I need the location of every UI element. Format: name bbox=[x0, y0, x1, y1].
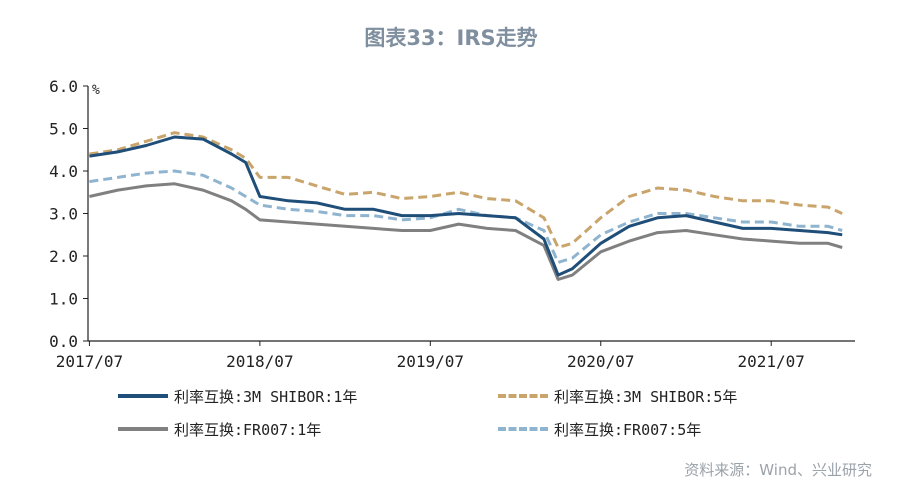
y-tick-label: 3.0 bbox=[49, 205, 78, 224]
legend-swatch-shibor-5y bbox=[498, 394, 548, 398]
series-line-1 bbox=[89, 131, 843, 249]
legend-swatch-fr007-1y bbox=[118, 427, 168, 431]
legend-label-fr007-5y: 利率互换:FR007:5年 bbox=[554, 420, 702, 439]
legend-item-fr007-1y: 利率互换:FR007:1年 bbox=[118, 419, 321, 439]
y-tick-label: 1.0 bbox=[49, 290, 78, 309]
legend-item-shibor-1y: 利率互换:3M SHIBOR:1年 bbox=[118, 386, 357, 406]
series-line-3 bbox=[89, 169, 843, 264]
legend-label-shibor-1y: 利率互换:3M SHIBOR:1年 bbox=[174, 387, 358, 406]
y-tick-label: 4.0 bbox=[49, 162, 78, 181]
series-line-2 bbox=[89, 182, 843, 281]
series-line-0 bbox=[89, 135, 843, 277]
legend-swatch-fr007-5y bbox=[498, 427, 548, 431]
legend-swatch-shibor-1y bbox=[118, 394, 168, 398]
legend-item-shibor-5y: 利率互换:3M SHIBOR:5年 bbox=[498, 386, 737, 406]
y-tick-label: 2.0 bbox=[49, 247, 78, 266]
y-tick-label: 6.0 bbox=[49, 77, 78, 96]
series-layer bbox=[89, 131, 843, 281]
y-unit-label: % bbox=[92, 83, 100, 98]
chart-title: 图表33：IRS走势 bbox=[364, 26, 538, 50]
x-tick-label: 2018/07 bbox=[226, 352, 293, 371]
chart-axes: 0.0 1.0 2.0 3.0 4.0 5.0 6.0 % 2017/07 2018/07 2019… bbox=[49, 77, 855, 371]
y-tick-label: 0.0 bbox=[49, 332, 78, 351]
x-tick-label: 2019/07 bbox=[397, 352, 464, 371]
source-note: 资料来源：Wind、兴业研究 bbox=[684, 461, 872, 479]
x-tick-label: 2017/07 bbox=[56, 352, 123, 371]
legend-label-shibor-5y: 利率互换:3M SHIBOR:5年 bbox=[554, 387, 738, 406]
x-tick-label: 2021/07 bbox=[737, 352, 804, 371]
legend-item-fr007-5y: 利率互换:FR007:5年 bbox=[498, 419, 701, 439]
y-tick-label: 5.0 bbox=[49, 120, 78, 139]
x-tick-label: 2020/07 bbox=[567, 352, 634, 371]
legend-label-fr007-1y: 利率互换:FR007:1年 bbox=[174, 420, 322, 439]
